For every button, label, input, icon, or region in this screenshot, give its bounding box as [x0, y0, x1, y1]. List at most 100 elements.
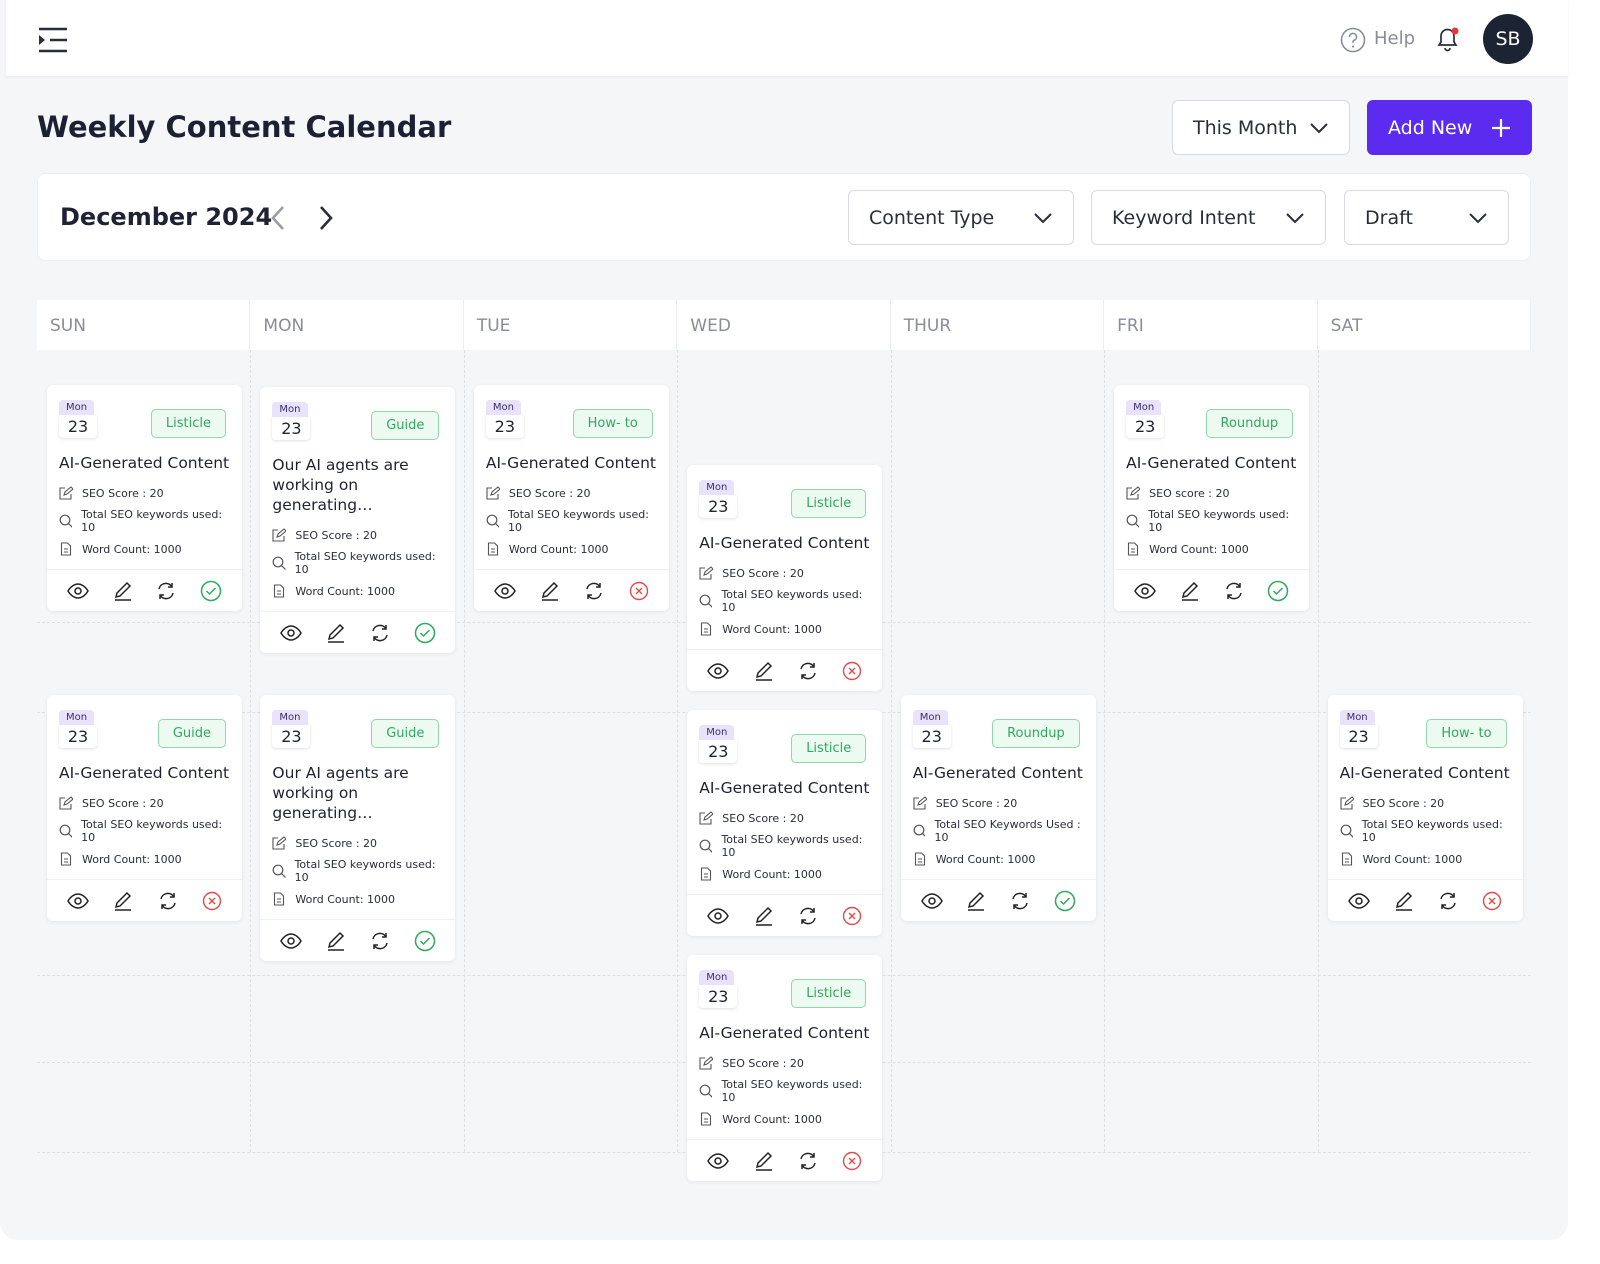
help-icon[interactable] — [1340, 27, 1366, 53]
edit-action[interactable] — [540, 581, 560, 601]
date-badge: Mon 23 — [912, 705, 951, 748]
view-action[interactable] — [920, 892, 943, 909]
status-icon — [842, 1151, 862, 1171]
regenerate-action[interactable] — [156, 581, 176, 601]
card-info-row: Word Count: 1000 — [1126, 535, 1297, 563]
date: 23 — [272, 417, 311, 440]
content-card[interactable]: Mon 23 How- to AI-Generated Content SEO Scor… — [1327, 695, 1523, 921]
content-tag: Roundup — [1205, 409, 1294, 438]
period-select[interactable]: This Month — [1172, 100, 1350, 155]
regenerate-action[interactable] — [158, 891, 178, 911]
card-info: Total SEO keywords used: 10 — [294, 858, 436, 884]
notification-bell[interactable] — [1434, 24, 1462, 54]
card-actions — [47, 569, 242, 611]
view-action[interactable] — [1134, 582, 1156, 599]
regenerate-action[interactable] — [798, 1151, 818, 1171]
content-card[interactable]: Mon 23 Listicle AI-Generated Content SEO Sco… — [687, 955, 883, 1181]
card-actions — [473, 569, 669, 611]
weekday: Mon — [59, 710, 95, 725]
regenerate-action[interactable] — [1224, 581, 1244, 601]
date-badge: Mon 23 — [1339, 705, 1378, 748]
period-label: This Month — [1193, 116, 1298, 139]
help-label[interactable]: Help — [1374, 28, 1416, 49]
card-info: Word Count: 1000 — [82, 542, 182, 556]
view-action[interactable] — [67, 582, 89, 599]
edit-action[interactable] — [754, 661, 774, 681]
card-actions — [260, 919, 456, 961]
date: 23 — [699, 985, 738, 1008]
view-action[interactable] — [1347, 892, 1370, 909]
grid-line — [250, 350, 252, 1152]
card-actions — [687, 1139, 883, 1181]
next-month[interactable] — [318, 205, 334, 231]
edit-action[interactable] — [754, 906, 774, 926]
card-info-row: Word Count: 1000 — [272, 885, 443, 913]
content-card[interactable]: Mon 23 Listicle AI-Generated Content SEO Sco… — [687, 465, 883, 691]
card-header: Mon 23 Guide — [272, 705, 443, 753]
card-info: Word Count: 1000 — [722, 867, 822, 881]
regenerate-action[interactable] — [370, 931, 390, 951]
view-action[interactable] — [494, 582, 516, 599]
card-info: Word Count: 1000 — [1149, 542, 1249, 556]
view-action[interactable] — [67, 892, 89, 909]
keyword-intent-label: Keyword Intent — [1112, 206, 1256, 229]
view-action[interactable] — [280, 624, 303, 641]
regenerate-action[interactable] — [798, 661, 818, 681]
weekday: Mon — [272, 710, 308, 725]
card-title: AI-Generated Content — [699, 779, 870, 797]
content-tag: Listicle — [150, 409, 226, 438]
view-action[interactable] — [707, 662, 730, 679]
card-info: Total SEO keywords used: 10 — [81, 818, 223, 844]
card-info-row: Total SEO keywords used: 10 — [486, 507, 657, 535]
card-info-row: SEO Score : 20 — [486, 479, 657, 507]
view-action[interactable] — [707, 1152, 730, 1169]
day-header: FRI — [1104, 300, 1318, 350]
view-action[interactable] — [707, 907, 730, 924]
status-icon — [200, 580, 222, 602]
content-card[interactable]: Mon 23 Roundup AI-Generated Content SEO scor… — [1114, 385, 1310, 611]
card-info-row: SEO Score : 20 — [272, 829, 443, 857]
add-new-button[interactable]: Add New — [1367, 100, 1532, 155]
date: 23 — [699, 495, 738, 518]
edit-action[interactable] — [113, 581, 133, 601]
edit-action[interactable] — [754, 1151, 774, 1171]
view-action[interactable] — [280, 932, 303, 949]
content-type-filter[interactable]: Content Type — [848, 190, 1074, 245]
edit-action[interactable] — [1180, 581, 1200, 601]
edit-action[interactable] — [326, 931, 346, 951]
grid-line — [890, 350, 892, 1152]
regenerate-action[interactable] — [584, 581, 604, 601]
card-info-row: SEO Score : 20 — [59, 789, 230, 817]
avatar[interactable]: SB — [1483, 14, 1533, 64]
page-title: Weekly Content Calendar — [37, 110, 452, 144]
card-header: Mon 23 How- to — [485, 395, 657, 443]
content-card[interactable]: Mon 23 Guide AI-Generated Content SEO Score … — [47, 695, 242, 921]
content-tag: Guide — [371, 411, 440, 440]
card-info-row: Word Count: 1000 — [486, 535, 657, 563]
regenerate-action[interactable] — [1010, 891, 1030, 911]
edit-action[interactable] — [966, 891, 986, 911]
edit-action[interactable] — [1394, 891, 1414, 911]
weekday: Mon — [699, 725, 735, 740]
date-badge: Mon 23 — [272, 397, 311, 440]
card-actions — [260, 611, 456, 653]
edit-action[interactable] — [113, 891, 133, 911]
content-card[interactable]: Mon 23 How- to AI-Generated Content SEO Scor… — [473, 385, 669, 611]
regenerate-action[interactable] — [1438, 891, 1458, 911]
edit-action[interactable] — [326, 623, 346, 643]
content-card[interactable]: Mon 23 Guide Our AI agents are working on g… — [260, 695, 456, 961]
prev-month[interactable] — [270, 205, 286, 231]
regenerate-action[interactable] — [798, 906, 818, 926]
day-header: MON — [250, 300, 464, 350]
content-card[interactable]: Mon 23 Listicle AI-Generated Content SEO Sco… — [47, 385, 242, 611]
content-card[interactable]: Mon 23 Guide Our AI agents are working on g… — [260, 387, 456, 653]
content-card[interactable]: Mon 23 Listicle AI-Generated Content SEO Sco… — [687, 710, 883, 936]
keyword-intent-filter[interactable]: Keyword Intent — [1091, 190, 1326, 245]
status-filter[interactable]: Draft — [1344, 190, 1509, 245]
menu-icon[interactable] — [38, 27, 68, 53]
card-info: Word Count: 1000 — [295, 584, 396, 598]
regenerate-action[interactable] — [370, 623, 390, 643]
status-icon — [414, 622, 436, 644]
card-header: Mon 23 Listicle — [699, 475, 870, 523]
content-card[interactable]: Mon 23 Roundup AI-Generated Content SEO Scor… — [900, 695, 1096, 921]
